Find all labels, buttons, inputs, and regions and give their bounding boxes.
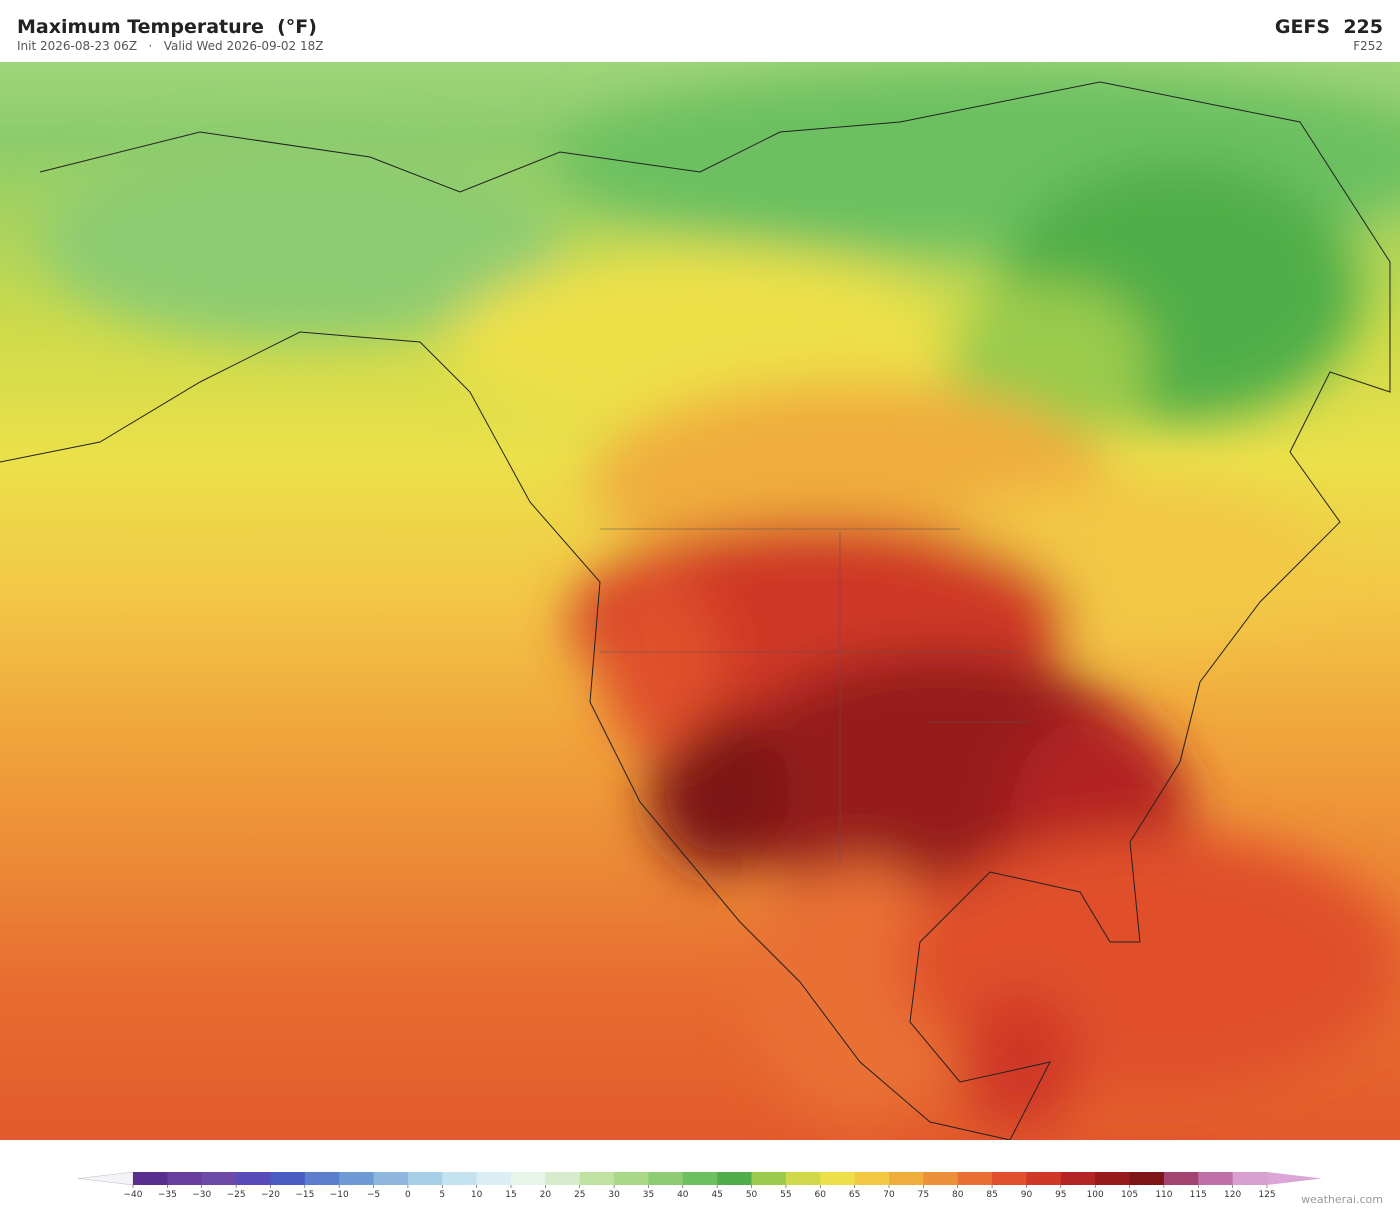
color-bin [442,1172,478,1185]
color-bin [270,1172,306,1185]
color-bin [1026,1172,1062,1185]
model: GEFS 225 [1274,16,1383,38]
temperature-field [40,72,1400,1132]
color-bin [339,1172,375,1185]
tick-label: 10 [471,1190,483,1200]
color-bin [923,1172,959,1185]
color-bin [957,1172,993,1185]
tick-label: 100 [1087,1190,1104,1200]
tick-label: 20 [540,1190,552,1200]
color-bin [854,1172,890,1185]
tick-label: 85 [986,1190,997,1200]
color-bin [133,1172,168,1185]
tick-label: 65 [849,1190,860,1200]
color-bin [1060,1172,1096,1185]
color-bin [1129,1172,1165,1185]
color-bin [785,1172,821,1185]
color-bin [476,1172,512,1185]
tick-label: 105 [1121,1190,1138,1200]
tick-label: −40 [124,1190,143,1200]
color-bin [373,1172,409,1185]
tick-label: −20 [261,1190,280,1200]
tick-label: 0 [405,1190,411,1200]
tick-label: 60 [815,1190,827,1200]
tick-label: 25 [574,1190,585,1200]
tick-label: 45 [711,1190,722,1200]
tick-label: −5 [367,1190,380,1200]
color-bin [511,1172,546,1185]
tick-label: 50 [746,1190,758,1200]
tick-label: −25 [227,1190,246,1200]
color-bin [717,1172,753,1185]
color-bin [820,1172,856,1185]
credit: weatherai.com [1301,1193,1383,1206]
color-bin [236,1172,271,1185]
extend-low [77,1171,134,1186]
subtitle: Init 2026-08-23 06Z · Valid Wed 2026-09-… [17,39,324,53]
color-bin [1095,1172,1131,1185]
colorbar: −40 −35 −30 −25 −20 −15 −10 −5 0 5 10 15 20 25 30 35 40 4… [77,1171,1322,1200]
color-bin [201,1172,237,1185]
color-bin [1163,1172,1199,1185]
tick-label: −35 [158,1190,177,1200]
color-bin [407,1172,443,1185]
extend-high [1267,1172,1322,1185]
color-bin [304,1172,340,1185]
color-bin [614,1172,649,1185]
tick-label: 30 [608,1190,620,1200]
tick-label: 70 [883,1190,895,1200]
map [0,62,1400,1140]
color-bin [751,1172,787,1185]
tick-label: 5 [439,1190,445,1200]
title: Maximum Temperature (°F) [17,16,317,38]
color-bin [545,1172,581,1185]
color-bin [167,1172,203,1185]
tick-label: 90 [1021,1190,1033,1200]
coastline [0,81,1391,1140]
tick-label: 75 [918,1190,929,1200]
tick-label: −10 [330,1190,349,1200]
forecast-hour: F252 [1353,39,1383,53]
tick-label: 115 [1190,1190,1207,1200]
tick-label: 110 [1155,1190,1172,1200]
tick-label: 35 [643,1190,654,1200]
tick-label: 95 [1055,1190,1066,1200]
tick-label: 80 [952,1190,964,1200]
color-bin [992,1172,1027,1185]
color-bin [1232,1172,1268,1185]
color-bin [579,1172,615,1185]
tick-label: −15 [295,1190,314,1200]
color-bin [648,1172,684,1185]
tick-label: 125 [1258,1190,1275,1200]
borders [600,528,1030,862]
color-bin [889,1172,924,1185]
tick-label: 40 [677,1190,689,1200]
tick-label: −30 [192,1190,211,1200]
color-bin [682,1172,718,1185]
tick-label: 15 [505,1190,516,1200]
tick-label: 55 [780,1190,791,1200]
color-bin [1198,1172,1234,1185]
header: Maximum Temperature (°F) Init 2026-08-23… [0,0,1400,62]
tick-label: 120 [1224,1190,1241,1200]
